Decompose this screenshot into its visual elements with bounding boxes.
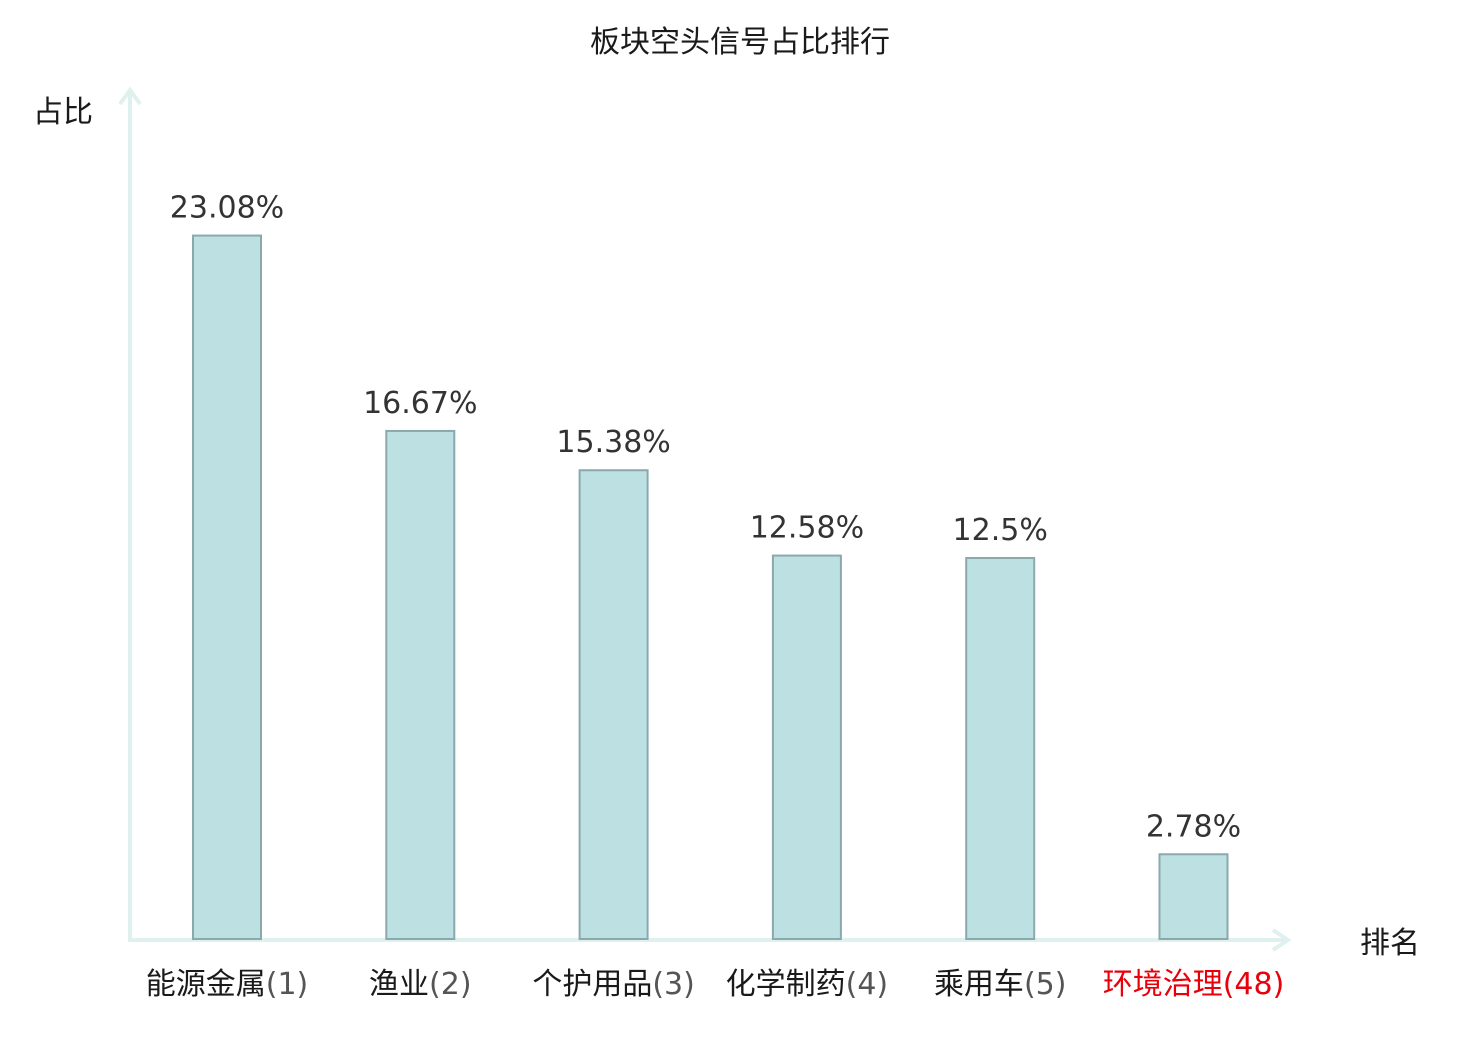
bar-1 <box>192 234 262 941</box>
category-name-2: 渔业 <box>369 967 429 1002</box>
category-rank-1: (1) <box>266 967 309 1002</box>
category-label-2: 渔业(2) <box>369 967 472 1002</box>
category-label-5: 乘用车(5) <box>934 967 1066 1002</box>
category-rank-4: (4) <box>846 967 889 1002</box>
category-name-1: 能源金属 <box>146 967 266 1002</box>
category-name-4: 化学制药 <box>726 967 846 1002</box>
category-rank-3: (3) <box>652 967 695 1002</box>
category-label-3: 个护用品(3) <box>532 967 695 1002</box>
bar-5 <box>965 557 1036 941</box>
value-label-5: 12.5% <box>953 513 1048 548</box>
bar-4 <box>771 554 842 941</box>
bar-series <box>192 234 1229 941</box>
category-label-6: 环境治理(48) <box>1103 967 1285 1002</box>
category-name-6: 环境治理 <box>1103 967 1223 1002</box>
x-axis: 排名 <box>128 926 1420 961</box>
category-rank-5: (5) <box>1024 967 1066 1002</box>
category-name-3: 个护用品 <box>532 967 652 1002</box>
category-label-4: 化学制药(4) <box>726 967 889 1002</box>
value-label-3: 15.38% <box>556 425 670 460</box>
value-label-1: 23.08% <box>170 191 284 226</box>
y-axis-label: 占比 <box>33 95 93 130</box>
category-rank-6: (48) <box>1223 967 1285 1002</box>
value-label-2: 16.67% <box>363 386 477 421</box>
value-label-6: 2.78% <box>1146 809 1241 844</box>
bar-2 <box>385 429 456 940</box>
bar-3 <box>578 469 649 940</box>
value-labels: 23.08% 16.67% 15.38% 12.58% 12.5% 2.78% <box>170 191 1241 845</box>
y-axis: 占比 <box>33 86 142 940</box>
chart-title: 板块空头信号占比排行 <box>590 25 890 60</box>
category-rank-2: (2) <box>429 967 472 1002</box>
x-axis-arrow <box>1271 928 1292 952</box>
value-label-4: 12.58% <box>750 511 864 546</box>
category-labels: 能源金属(1) 渔业(2) 个护用品(3) 化学制药(4) 乘用车(5) 环境治理(48) <box>146 967 1285 1002</box>
bar-6 <box>1158 853 1229 940</box>
category-name-5: 乘用车 <box>934 967 1024 1002</box>
category-label-1: 能源金属(1) <box>146 967 309 1002</box>
x-axis-label: 排名 <box>1360 926 1420 961</box>
y-axis-arrow <box>118 86 142 106</box>
